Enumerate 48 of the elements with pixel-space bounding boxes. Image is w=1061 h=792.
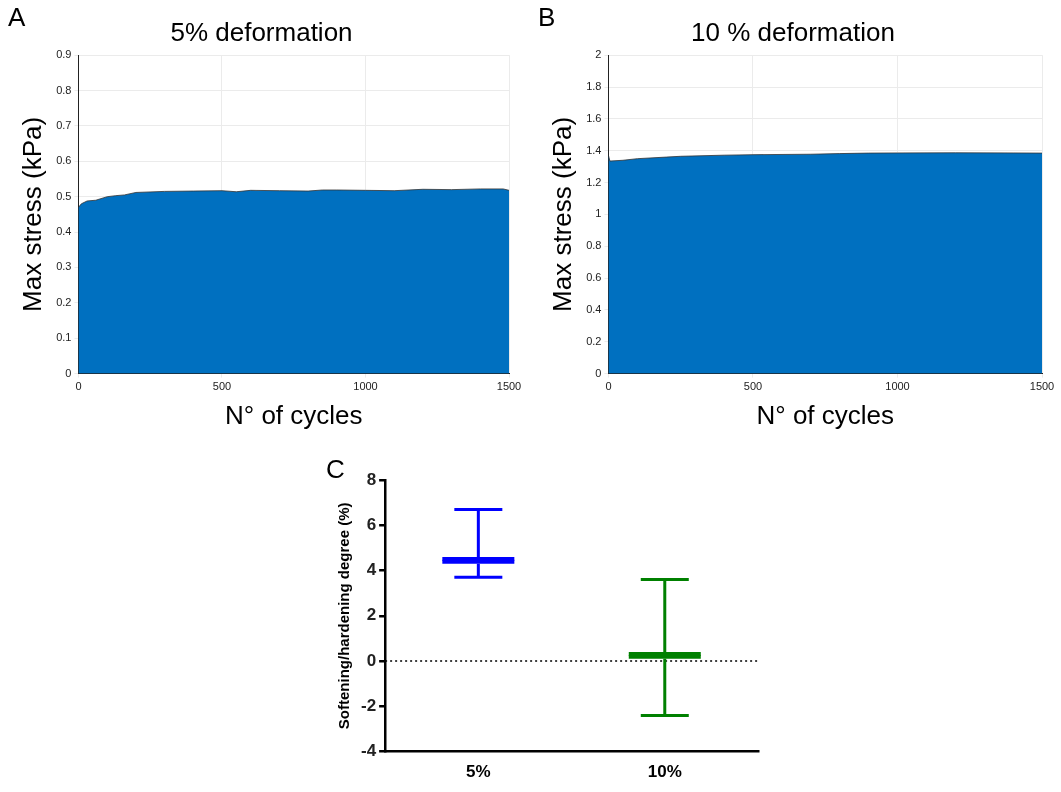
y-tick-label: 0.9 xyxy=(56,48,72,61)
y-tick-label: 0 xyxy=(65,366,72,379)
x-tick-label: 10% xyxy=(647,762,682,782)
y-tick-label: 0.7 xyxy=(56,118,72,131)
y-axis-title: Softening/hardening degree (%) xyxy=(335,502,353,730)
y-tick-label: 0.2 xyxy=(56,295,72,308)
y-tick-label: 0.4 xyxy=(586,302,602,315)
y-tick-label: 6 xyxy=(366,514,377,534)
y-tick-label: 4 xyxy=(366,560,377,580)
y-tick-label: 0.2 xyxy=(586,334,602,347)
x-tick-label: 500 xyxy=(212,380,232,393)
x-tick-label: 0 xyxy=(75,380,82,393)
y-tick-label: 1.6 xyxy=(586,111,602,124)
x-tick-label: 1500 xyxy=(1029,380,1055,393)
x-tick-label: 1000 xyxy=(885,380,910,393)
y-tick-label: 0.3 xyxy=(56,260,72,273)
x-axis-title: N° of cycles xyxy=(224,399,363,430)
y-tick-label: 0.6 xyxy=(56,154,72,167)
y-tick-label: 2 xyxy=(595,48,602,61)
chart-title: 5% deformation xyxy=(170,16,353,47)
x-tick-label: 1000 xyxy=(353,380,378,393)
chart-title: 10 % deformation xyxy=(691,16,895,47)
y-tick-label: 1.2 xyxy=(586,175,602,188)
y-tick-label: -2 xyxy=(360,696,377,716)
y-tick-label: 1.4 xyxy=(586,143,602,156)
y-tick-label: 0.1 xyxy=(56,331,72,344)
y-tick-label: 0 xyxy=(366,650,377,670)
y-axis-title: Max stress (kPa) xyxy=(16,116,47,312)
y-tick-label: 0.8 xyxy=(56,83,72,96)
y-tick-label: 0 xyxy=(595,366,602,379)
x-tick-label: 1500 xyxy=(496,380,522,393)
y-tick-label: 1 xyxy=(595,207,602,220)
text: A xyxy=(8,2,26,33)
y-tick-label: 0.5 xyxy=(56,189,72,202)
y-tick-label: 0.4 xyxy=(56,225,72,238)
x-tick-label: 500 xyxy=(743,380,763,393)
x-tick-label: 5% xyxy=(466,762,491,782)
y-tick-label: 8 xyxy=(366,469,377,489)
y-tick-label: -4 xyxy=(360,741,377,761)
y-tick-label: 1.8 xyxy=(586,80,602,93)
text: C xyxy=(326,454,345,485)
text: B xyxy=(538,2,556,33)
x-tick-label: 0 xyxy=(605,380,612,393)
y-tick-label: 0.6 xyxy=(586,271,602,284)
y-tick-label: 2 xyxy=(366,605,377,625)
y-tick-label: 0.8 xyxy=(586,239,602,252)
x-axis-title: N° of cycles xyxy=(756,399,895,430)
y-axis-title: Max stress (kPa) xyxy=(546,116,577,312)
